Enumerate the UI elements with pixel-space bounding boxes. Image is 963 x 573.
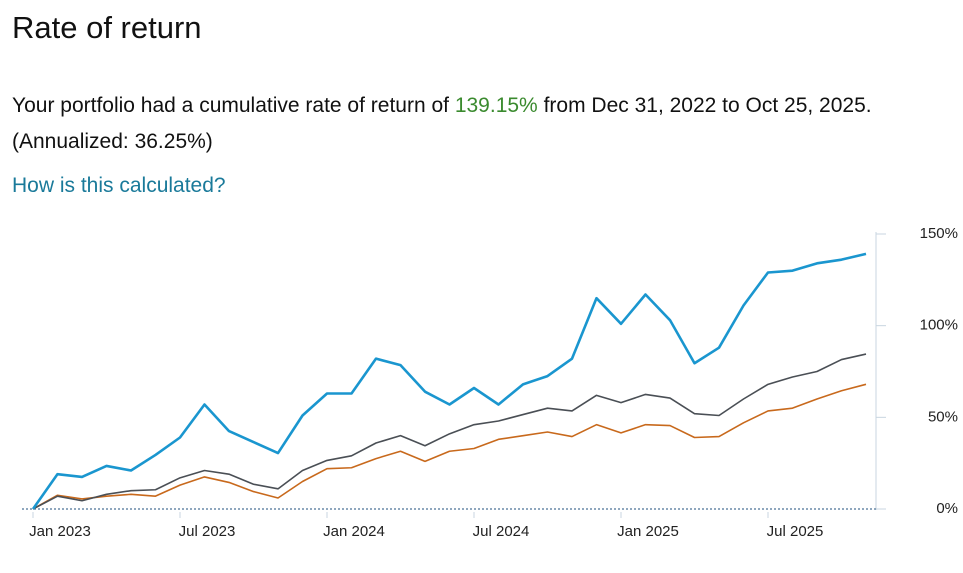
y-tick-label: 0% [936,500,958,517]
x-tick-label: Jan 2024 [323,523,385,540]
description-text: Your portfolio had a cumulative rate of … [12,94,455,117]
x-tick-label: Jul 2025 [767,523,824,540]
y-tick-label: 50% [928,408,958,425]
x-tick-label: Jul 2023 [179,523,236,540]
y-tick-label: 150% [920,225,958,242]
x-tick-label: Jul 2024 [473,523,530,540]
series-line [32,383,867,510]
x-tick-label: Jan 2023 [29,523,91,540]
help-link[interactable]: How is this calculated? [12,174,226,197]
series-line [31,252,867,510]
description-text: from Dec 31, 2022 to Oct 25, 2025. (Annu… [12,94,872,153]
description: Your portfolio had a cumulative rate of … [12,88,957,160]
series-line [32,353,867,510]
return-value: 139.15% [454,94,538,117]
x-tick-label: Jan 2025 [617,523,679,540]
page-title: Rate of return [12,10,202,45]
y-tick-label: 100% [920,317,958,334]
